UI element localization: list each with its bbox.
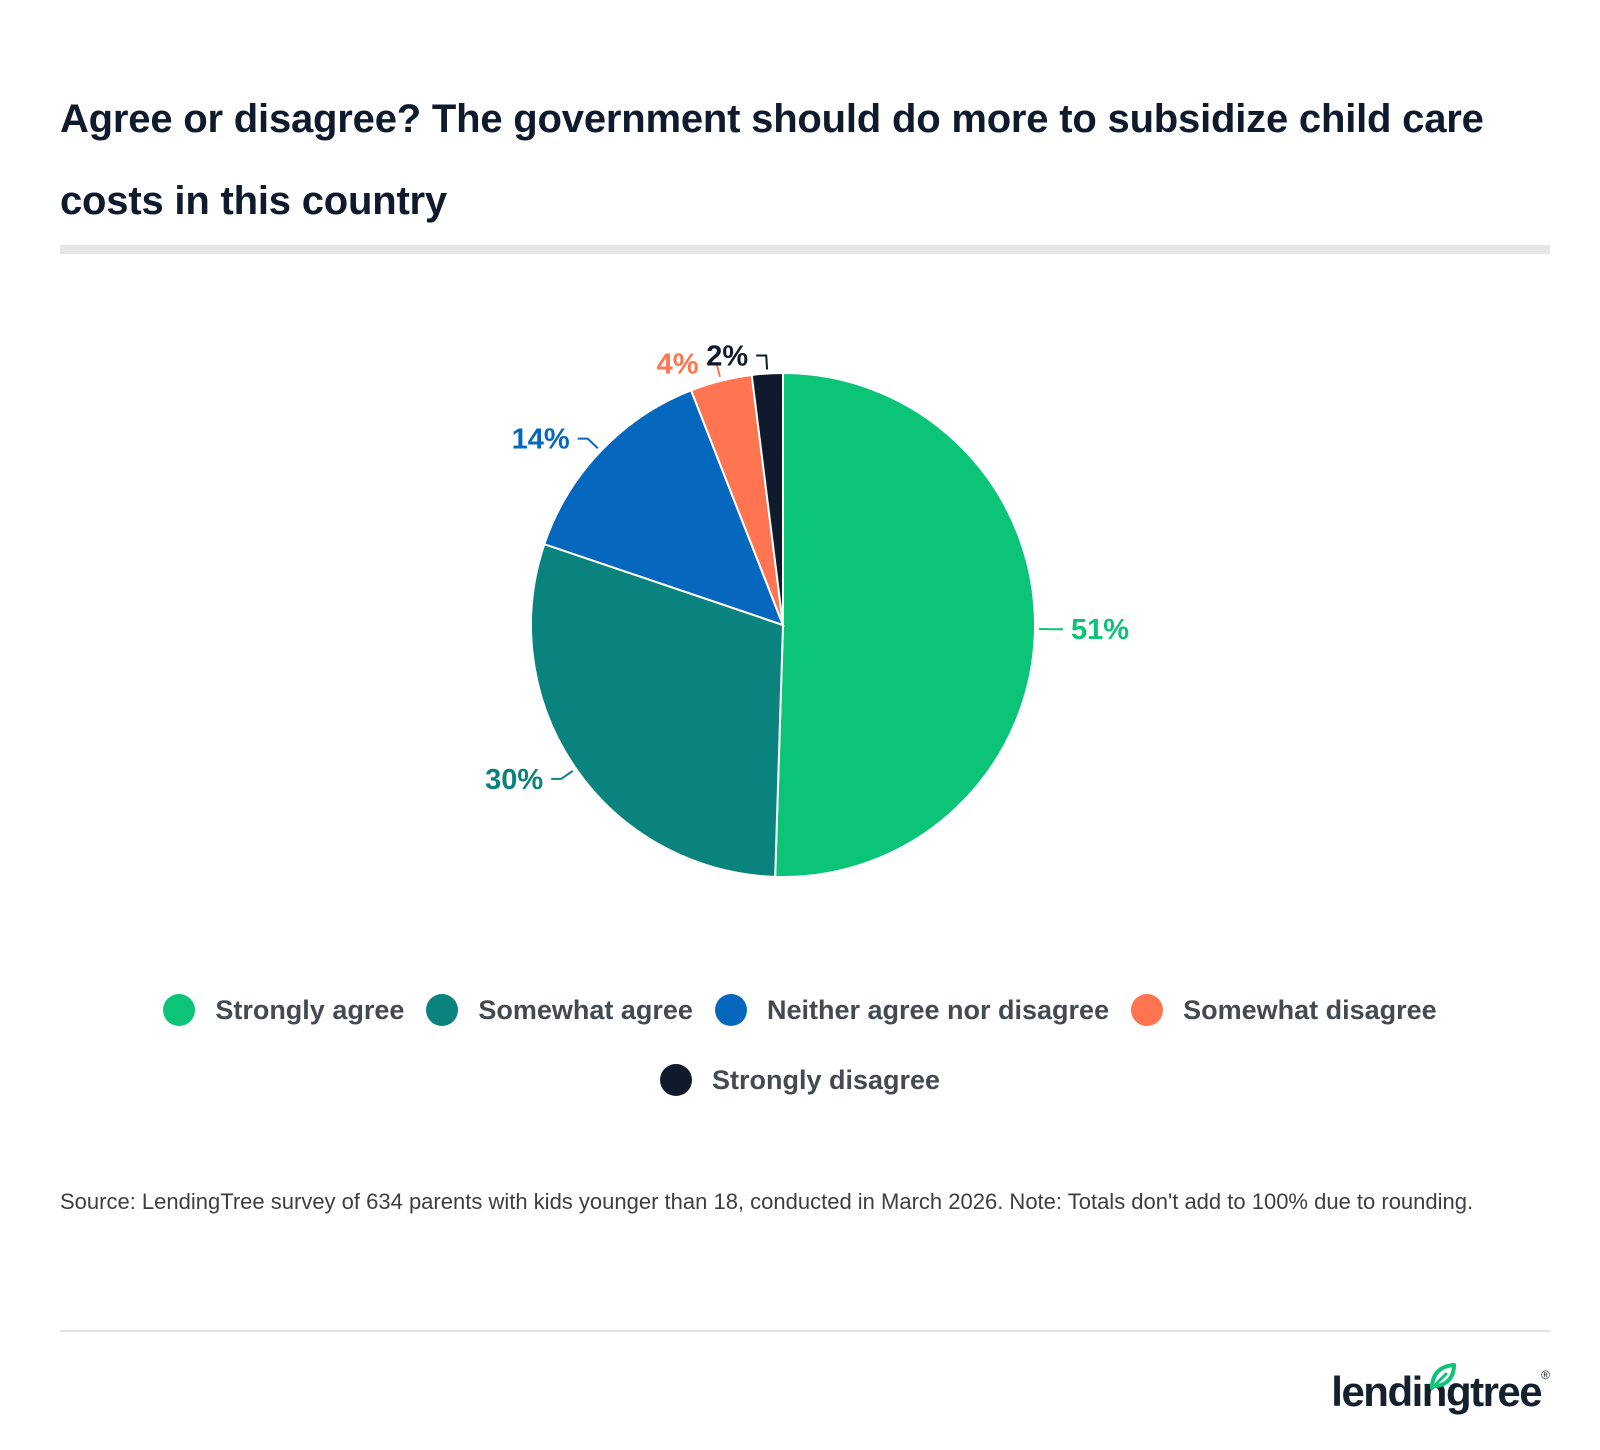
legend-label: Strongly agree <box>215 994 405 1025</box>
legend-swatch <box>659 1064 692 1096</box>
title-divider <box>60 245 1550 254</box>
data-label: 2% <box>706 341 748 373</box>
legend-item-strongly-agree: Strongly agree <box>163 994 404 1026</box>
leader-line <box>706 362 721 378</box>
data-label: 4% <box>657 348 699 380</box>
data-label: 30% <box>485 764 543 796</box>
leader-line <box>756 354 769 370</box>
leaf-icon <box>1430 1363 1457 1390</box>
leader-line <box>551 770 574 780</box>
pie-slice-somewhat-agree <box>530 542 785 878</box>
legend-swatch <box>714 994 747 1026</box>
legend-label: Somewhat agree <box>478 994 693 1025</box>
pie-slice-strongly-agree <box>774 371 1036 878</box>
legend-item-somewhat-agree: Somewhat agree <box>426 994 693 1026</box>
chart-legend: Strongly agree Somewhat agree Neither ag… <box>0 990 1600 1130</box>
legend-item-somewhat-disagree: Somewhat disagree <box>1131 994 1437 1026</box>
legend-swatch <box>163 994 196 1026</box>
pie-slice-neither-agree-nor-disagree <box>543 389 785 627</box>
footer-divider <box>60 1330 1550 1332</box>
source-note: Source: LendingTree survey of 634 parent… <box>60 1189 1474 1214</box>
legend-swatch <box>1131 994 1164 1026</box>
leader-line <box>577 437 599 449</box>
legend-item-strongly-disagree: Strongly disagree <box>659 1064 941 1096</box>
legend-swatch <box>426 994 459 1026</box>
chart-title: Agree or disagree? The government should… <box>60 97 1484 223</box>
legend-label: Neither agree nor disagree <box>766 994 1110 1025</box>
logo-registered-mark: ® <box>1541 1368 1550 1382</box>
pie-chart: 51% 30% 14% 4% 2% <box>485 341 1129 878</box>
legend-label: Strongly disagree <box>711 1064 941 1095</box>
legend-label: Somewhat disagree <box>1183 994 1437 1025</box>
data-label: 51% <box>1071 614 1129 646</box>
legend-row-1: Strongly agree Somewhat agree Neither ag… <box>0 990 1600 1030</box>
data-label: 14% <box>512 424 570 456</box>
legend-row-2: Strongly disagree <box>0 1060 1600 1100</box>
legend-item-neither: Neither agree nor disagree <box>714 994 1110 1026</box>
pie-slice-strongly-disagree <box>750 371 784 626</box>
lendingtree-logo: lendingtree® <box>1331 1363 1550 1428</box>
